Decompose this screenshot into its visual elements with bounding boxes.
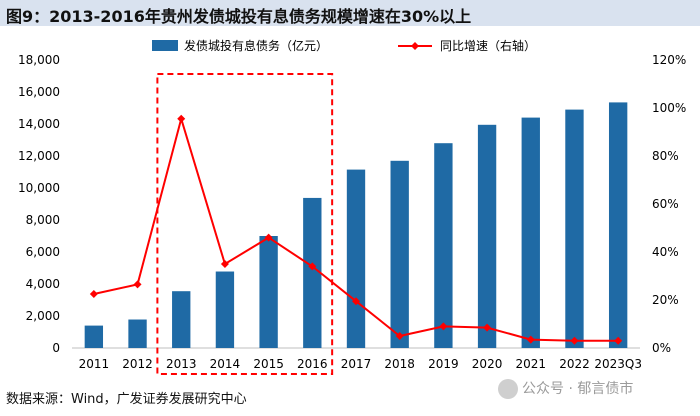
right-axis-tick-label: 40%: [652, 245, 679, 259]
x-axis-tick-label: 2011: [79, 357, 110, 371]
x-axis-tick-label: 2017: [341, 357, 372, 371]
legend: 发债城投有息债务（亿元） 同比增速（右轴）: [152, 38, 536, 53]
x-axis-tick-label: 2013: [166, 357, 197, 371]
x-axis-tick-label: 2021: [515, 357, 546, 371]
legend-line-marker: [411, 42, 419, 50]
x-axis-tick-label: 2015: [253, 357, 284, 371]
left-axis-tick-label: 12,000: [18, 149, 60, 163]
growth-point-2023Q3: [614, 336, 623, 345]
right-axis-tick-label: 0%: [652, 341, 671, 355]
bar-2018: [390, 160, 409, 348]
bar-2019: [434, 143, 453, 348]
left-axis-tick-label: 4,000: [26, 277, 60, 291]
bar-2014: [215, 271, 235, 348]
growth-point-2011: [89, 290, 98, 298]
bar-2022: [565, 109, 584, 348]
highlight-box: [156, 73, 334, 375]
growth-point-2020: [483, 323, 492, 332]
growth-point-2021: [526, 335, 535, 344]
left-axis-tick-label: 8,000: [26, 213, 60, 227]
line-layer: [89, 114, 623, 345]
legend-bar-swatch: [152, 40, 178, 51]
growth-point-2013: [177, 114, 186, 123]
left-axis-tick-label: 0: [52, 341, 60, 355]
right-axis-tick-label: 80%: [652, 149, 679, 163]
x-axis-tick-label: 2014: [210, 357, 241, 371]
left-axis-tick-label: 14,000: [18, 117, 60, 131]
x-axis-tick-label: 2020: [472, 357, 503, 371]
growth-point-2022: [570, 336, 579, 345]
x-axis-tick-label: 2019: [428, 357, 459, 371]
growth-point-2012: [133, 280, 142, 289]
left-axis-tick-label: 18,000: [18, 53, 60, 67]
growth-point-2016: [308, 262, 317, 271]
wechat-icon: [498, 379, 518, 399]
x-axis-tick-label: 2023Q3: [594, 357, 642, 371]
right-axis-tick-label: 120%: [652, 53, 686, 67]
x-axis-tick-label: 2018: [384, 357, 415, 371]
bar-2015: [259, 236, 278, 348]
x-axis-tick-label: 2022: [559, 357, 590, 371]
growth-point-2018: [395, 332, 404, 340]
bar-2011: [84, 325, 104, 348]
growth-point-2014: [220, 260, 229, 268]
bars-layer: [84, 102, 628, 349]
axes-layer: 0 2,000 4,000 6,000 8,000 10,000 12,000 14,000 1…: [18, 53, 686, 371]
bar-2016: [303, 197, 322, 348]
bar-2017: [346, 169, 366, 348]
combo-chart: 0 2,000 4,000 6,000 8,000 10,000 12,000 14,000 1…: [18, 38, 686, 375]
bar-2020: [477, 124, 497, 348]
bar-2013: [172, 291, 191, 348]
right-axis-tick-label: 100%: [652, 101, 686, 115]
bar-2021: [521, 117, 540, 348]
watermark: 公众号 · 郁言债市: [498, 378, 633, 399]
legend-line-label: 同比增速（右轴）: [440, 38, 536, 53]
title-bar: 图9：2013-2016年贵州发债城投有息债务规模增速在30%以上: [0, 0, 700, 26]
legend-bar-label: 发债城投有息债务（亿元）: [184, 38, 328, 53]
bar-2023Q3: [608, 102, 628, 349]
right-axis-tick-label: 60%: [652, 197, 679, 211]
growth-point-2017: [352, 297, 360, 306]
x-axis-tick-label: 2012: [122, 357, 153, 371]
right-axis-tick-label: 20%: [652, 293, 679, 307]
growth-point-2015: [264, 233, 273, 242]
watermark-text: 公众号 · 郁言债市: [522, 381, 634, 397]
left-axis-tick-label: 10,000: [18, 181, 60, 195]
chart-title: 图9：2013-2016年贵州发债城投有息债务规模增速在30%以上: [6, 7, 472, 26]
left-axis-tick-label: 16,000: [18, 85, 60, 99]
left-axis-tick-label: 2,000: [26, 309, 60, 323]
growth-point-2019: [439, 322, 448, 331]
highlight-layer: [156, 73, 334, 375]
x-axis-tick-label: 2016: [297, 357, 328, 371]
bar-2012: [128, 319, 147, 348]
source-note: 数据来源：Wind，广发证券发展研究中心: [6, 392, 247, 407]
left-axis-tick-label: 6,000: [26, 245, 60, 259]
